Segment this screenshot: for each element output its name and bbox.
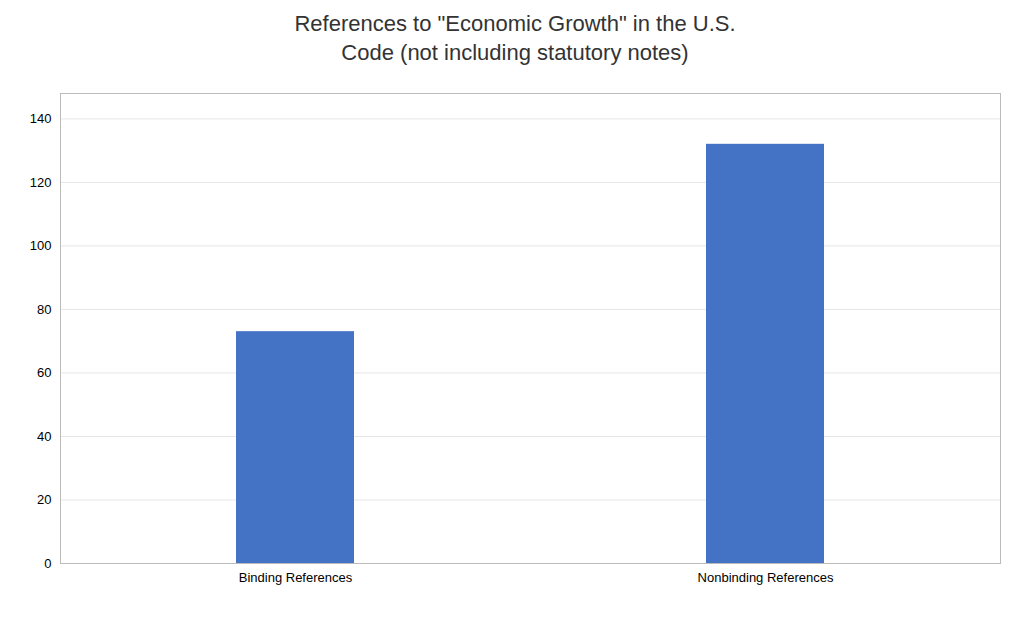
svg-text:40: 40 — [37, 429, 51, 444]
svg-text:80: 80 — [37, 302, 51, 317]
svg-text:140: 140 — [30, 111, 52, 126]
svg-text:0: 0 — [44, 556, 51, 571]
html-text:References to "Economic Growth: References to "Economic Growth" in the U… — [294, 11, 736, 65]
svg-text:Nonbinding References: Nonbinding References — [698, 570, 834, 585]
svg-text:Binding References: Binding References — [239, 570, 353, 585]
svg-text:120: 120 — [30, 175, 52, 190]
svg-text:100: 100 — [30, 238, 52, 253]
svg-text:60: 60 — [37, 365, 51, 380]
svg-text:20: 20 — [37, 492, 51, 507]
